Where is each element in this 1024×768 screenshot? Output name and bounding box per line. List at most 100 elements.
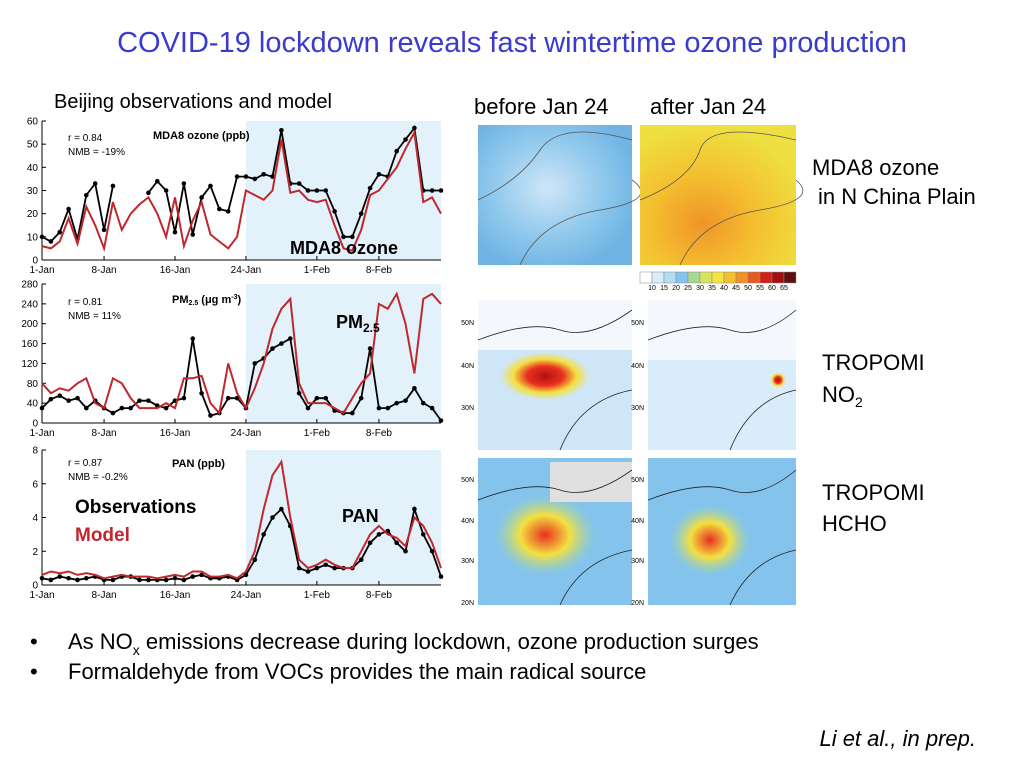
y-tick-label: 200 (21, 319, 38, 330)
data-point (190, 336, 196, 341)
map-ozone-after (639, 125, 804, 266)
colorbar-label: 30 (696, 285, 704, 292)
data-point (234, 174, 240, 179)
colorbar-label: 60 (768, 285, 776, 292)
data-point (429, 405, 435, 411)
data-point (350, 234, 355, 240)
lat-label: 40N (461, 518, 474, 525)
data-point (429, 188, 435, 193)
panel-unit-part: ) (237, 294, 241, 306)
y-tick-label: 6 (32, 479, 38, 490)
y-tick-label: 30 (27, 186, 39, 197)
bullet-dot: • (30, 659, 38, 684)
data-point (163, 405, 169, 411)
panel-unit-part: -3 (231, 294, 237, 301)
data-point (199, 390, 204, 396)
colorbar-label: 10 (648, 285, 656, 292)
no2-label: TROPOMI (822, 350, 925, 375)
colorbar-box (771, 271, 785, 284)
colorbar-box (639, 271, 653, 284)
colorbar-box (699, 271, 713, 284)
data-point (146, 398, 151, 403)
colorbar-label: 35 (708, 285, 716, 292)
data-point (420, 400, 426, 406)
data-point (84, 575, 89, 581)
x-tick-label: 8-Feb (366, 265, 393, 276)
data-point (181, 181, 187, 186)
y-tick-label: 0 (32, 256, 38, 267)
no2-sub: 2 (855, 394, 863, 410)
y-tick-label: 4 (32, 513, 38, 524)
stat-annotation: NMB = 11% (68, 311, 121, 322)
panel-unit: PAN (ppb) (172, 458, 225, 470)
data-point (243, 174, 249, 179)
no2-label: NO (822, 382, 855, 407)
data-point (403, 137, 408, 142)
y-tick-label: 8 (32, 446, 38, 457)
data-point (172, 229, 178, 235)
series-line (41, 337, 442, 422)
after-label: after Jan 24 (650, 94, 766, 119)
data-point (163, 188, 169, 193)
data-point (332, 565, 337, 571)
colorbar-box (723, 271, 737, 284)
x-tick-label: 16-Jan (160, 428, 191, 439)
data-point (84, 405, 89, 411)
colorbar-box (783, 271, 797, 284)
data-point (376, 405, 382, 411)
map-no2-after (647, 300, 797, 451)
ozone-map-label: MDA8 ozone (812, 155, 939, 180)
data-point (385, 405, 391, 411)
colorbar-label: 40 (720, 285, 728, 292)
panel-label-part: 2.5 (363, 321, 380, 335)
lat-label: 50N (631, 477, 644, 484)
hcho-label: TROPOMI (822, 480, 925, 505)
panel-label: PM2.5 (336, 312, 380, 335)
lat-label: 30N (631, 558, 644, 565)
colorbar-box (747, 271, 761, 284)
y-tick-label: 0 (32, 419, 38, 430)
y-tick-label: 0 (32, 581, 38, 592)
x-tick-label: 16-Jan (160, 590, 191, 601)
data-point (146, 190, 151, 196)
no2-label: NO2 (822, 382, 863, 410)
lat-label: 50N (461, 320, 474, 327)
colorbar: 10 15 20 25 30 35 40 45 50 55 60 65 (639, 271, 797, 292)
colorbar-label: 45 (732, 285, 740, 292)
data-point (119, 405, 125, 411)
data-point (367, 185, 373, 191)
data-point (48, 396, 54, 402)
data-point (110, 410, 116, 416)
map-ozone-before (477, 125, 642, 266)
data-point (314, 565, 320, 571)
data-point (110, 577, 116, 583)
bullet: Formaldehyde from VOCs provides the main… (68, 659, 646, 684)
stat-annotation: r = 0.87 (68, 458, 103, 469)
y-tick-label: 2 (32, 547, 38, 558)
data-point (305, 569, 311, 574)
series-line (41, 129, 442, 253)
data-point (137, 398, 142, 403)
data-point (279, 341, 284, 346)
y-tick-label: 50 (27, 140, 39, 151)
data-point (252, 557, 258, 562)
data-point (84, 192, 89, 198)
y-tick-label: 10 (27, 232, 39, 243)
colorbar-label: 20 (672, 285, 680, 292)
data-point (199, 195, 204, 200)
y-tick-label: 120 (21, 359, 38, 370)
colorbar-box (759, 271, 773, 284)
data-point (279, 127, 284, 133)
data-point (208, 413, 213, 418)
data-point (163, 577, 169, 583)
data-point (225, 395, 231, 401)
data-point (146, 577, 151, 583)
data-point (270, 515, 275, 520)
data-point (57, 229, 63, 235)
lockdown-shading (245, 284, 441, 423)
series-line (41, 505, 442, 581)
x-tick-label: 16-Jan (160, 265, 191, 276)
slide-title: COVID-19 lockdown reveals fast wintertim… (117, 27, 907, 59)
data-point (48, 239, 54, 244)
panel-unit-part: MDA8 ozone (ppb) (153, 130, 250, 142)
